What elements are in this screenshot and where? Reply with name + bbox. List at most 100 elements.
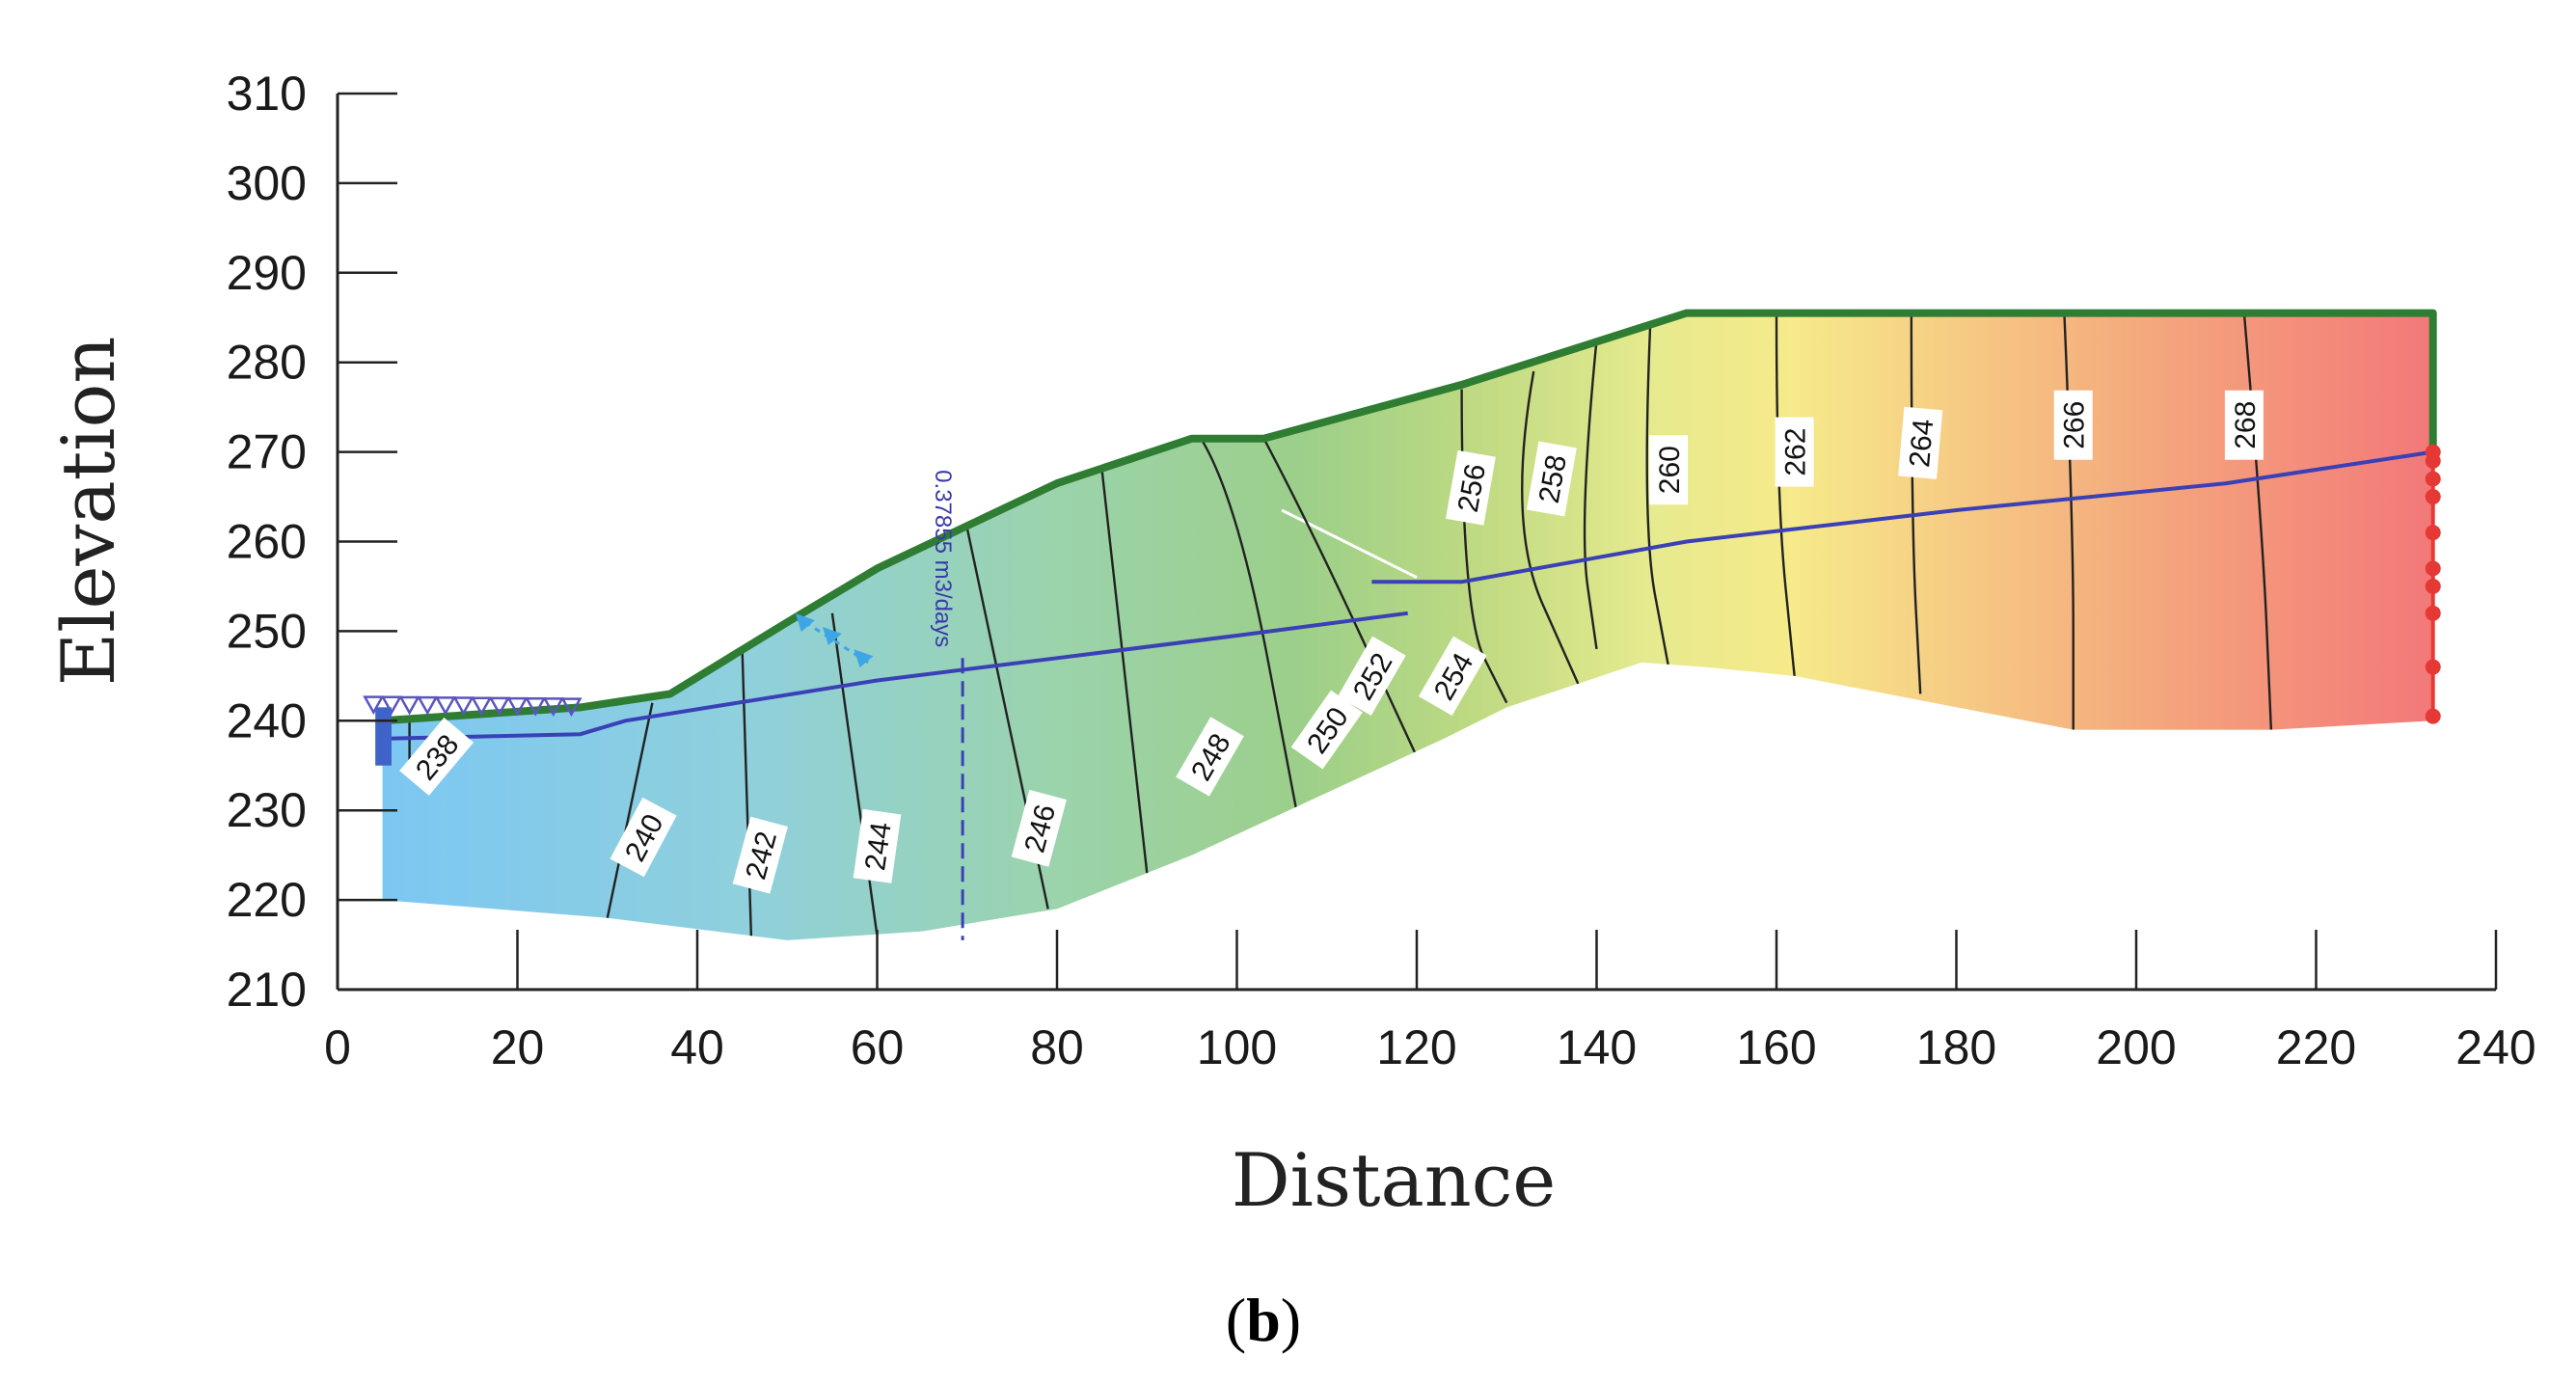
contour-label-box bbox=[1649, 435, 1689, 505]
seepage-marker bbox=[417, 695, 439, 716]
x-tick-label: 60 bbox=[851, 1020, 905, 1074]
contour-label-256: 256 bbox=[1446, 449, 1496, 526]
contour-line-266 bbox=[2063, 312, 2074, 730]
seepage-marker bbox=[398, 695, 420, 716]
contour-label-box bbox=[610, 797, 677, 878]
y-axis-title: Elevation bbox=[45, 337, 131, 687]
y-tick-label: 280 bbox=[227, 336, 307, 390]
seepage-marker bbox=[452, 696, 475, 717]
contour-label-box bbox=[1011, 789, 1067, 867]
flow-arrow bbox=[822, 627, 842, 646]
contour-line-242 bbox=[741, 648, 753, 940]
x-tick-label: 240 bbox=[2455, 1020, 2535, 1074]
y-tick-label: 300 bbox=[227, 156, 307, 210]
contour-label-242: 242 bbox=[732, 816, 788, 894]
ground-surface-line bbox=[382, 309, 2437, 725]
contour-line-254 bbox=[1460, 389, 1508, 704]
contour-label-box bbox=[2053, 390, 2093, 460]
caption-close: ) bbox=[1281, 1286, 1301, 1354]
y-tick-label: 240 bbox=[227, 693, 307, 747]
contour-label-box bbox=[1446, 449, 1496, 526]
y-tick-label: 270 bbox=[227, 425, 307, 479]
water-table-line-upper bbox=[1371, 449, 2433, 584]
x-tick-label: 40 bbox=[670, 1020, 724, 1074]
contour-label-box bbox=[1176, 717, 1244, 797]
contour-label-text: 266 bbox=[2059, 401, 2091, 449]
outflow-marker bbox=[375, 707, 392, 766]
contour-line-258 bbox=[1583, 339, 1598, 650]
caption-open: ( bbox=[1226, 1286, 1246, 1354]
flow-domain-fill bbox=[382, 312, 2433, 940]
contour-label-268: 268 bbox=[2224, 390, 2264, 460]
contour-label-box bbox=[1775, 417, 1814, 487]
y-tick-label: 310 bbox=[227, 67, 307, 121]
x-tick-label: 20 bbox=[491, 1020, 545, 1074]
x-tick-label: 100 bbox=[1197, 1020, 1277, 1074]
contour-line-250 bbox=[1200, 438, 1301, 829]
x-tick-label: 80 bbox=[1030, 1020, 1084, 1074]
x-tick-label: 180 bbox=[1916, 1020, 1996, 1074]
seepage-marker bbox=[380, 695, 403, 716]
seepage-marker bbox=[471, 696, 493, 717]
flux-section: 0.37855 m3/days bbox=[930, 470, 964, 940]
seepage-marker bbox=[488, 696, 510, 717]
axes: 210 220 230 240 250 260 270 280 290 300 310 0 20 40 60… bbox=[227, 67, 2536, 1074]
contour-label-264: 264 bbox=[1898, 406, 1943, 479]
boundary-markers bbox=[363, 444, 2441, 766]
seepage-marker bbox=[434, 696, 457, 716]
contour-line-240 bbox=[606, 702, 654, 918]
x-tick-label: 200 bbox=[2096, 1020, 2176, 1074]
contour-label-258: 258 bbox=[1526, 441, 1577, 517]
flow-arrow-path bbox=[804, 620, 870, 665]
contour-label-box bbox=[1290, 690, 1363, 770]
contour-label-text: 260 bbox=[1654, 446, 1686, 494]
contour-line-264 bbox=[1910, 312, 1922, 694]
ground-surface bbox=[382, 309, 2437, 725]
contour-label-260: 260 bbox=[1649, 435, 1689, 505]
x-tick-label: 140 bbox=[1557, 1020, 1637, 1074]
contour-label-box bbox=[853, 808, 902, 883]
flux-section-label: 0.37855 m3/days bbox=[930, 470, 956, 647]
seepage-marker bbox=[560, 697, 583, 718]
y-tick-label: 290 bbox=[227, 246, 307, 300]
x-tick-label: 160 bbox=[1736, 1020, 1816, 1074]
contour-label-box bbox=[2224, 390, 2264, 460]
y-tick-label: 230 bbox=[227, 783, 307, 837]
contour-line-252 bbox=[1262, 438, 1419, 757]
seepage-marker bbox=[506, 696, 529, 717]
slip-surface-trace bbox=[1281, 508, 1418, 580]
contour-label-box bbox=[1338, 636, 1406, 717]
x-tick-label: 0 bbox=[324, 1020, 351, 1074]
contour-line-256 bbox=[1521, 370, 1580, 686]
y-tick-label: 220 bbox=[227, 873, 307, 927]
contour-label-box bbox=[399, 718, 475, 796]
seepage-marker bbox=[542, 697, 564, 717]
contour-label-text: 244 bbox=[859, 820, 898, 872]
contour-label-262: 262 bbox=[1775, 417, 1814, 487]
figure-caption: (b) bbox=[1226, 1286, 1301, 1354]
contour-line-244 bbox=[830, 612, 879, 937]
contour-label-text: 264 bbox=[1904, 418, 1939, 469]
y-tick-label: 260 bbox=[227, 515, 307, 569]
x-tick-label: 220 bbox=[2276, 1020, 2356, 1074]
contour-label-box bbox=[1418, 636, 1487, 717]
seepage-marker bbox=[525, 697, 547, 717]
contour-label-box bbox=[1526, 441, 1577, 517]
x-axis-title: Distance bbox=[1232, 1137, 1557, 1223]
contour-label-266: 266 bbox=[2053, 390, 2093, 460]
caption-letter: b bbox=[1246, 1286, 1281, 1354]
flow-domain bbox=[382, 312, 2433, 940]
contour-line-260 bbox=[1645, 317, 1670, 667]
contour-label-box bbox=[732, 816, 788, 894]
contour-label-box bbox=[1898, 406, 1943, 479]
contour-label-text: 268 bbox=[2230, 401, 2262, 449]
contour-line-248 bbox=[1100, 470, 1149, 874]
water-table bbox=[382, 449, 2433, 741]
seepage-marker bbox=[363, 695, 385, 716]
contour-label-text: 262 bbox=[1780, 428, 1812, 476]
x-tick-label: 120 bbox=[1376, 1020, 1456, 1074]
water-table-line bbox=[382, 611, 1408, 741]
contour-label-244: 244 bbox=[853, 808, 902, 883]
